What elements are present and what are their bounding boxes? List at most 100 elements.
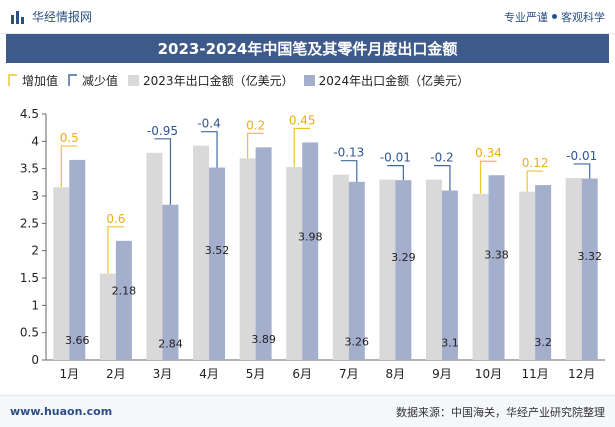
data-label-2024: 3.89 [251,333,276,346]
bar-2023 [332,174,349,360]
decrease-bracket [340,160,358,182]
change-label: -0.4 [197,117,220,131]
legend-2023-label: 2023年出口金额（亿美元） [143,73,294,88]
bar-2024 [115,240,132,360]
change-label: 0.5 [60,131,79,145]
bar-2023 [425,179,442,360]
bar-2023 [193,145,210,360]
bar-2023 [99,273,116,360]
x-tick-label: 4月 [199,367,219,381]
x-tick-label: 1月 [59,367,79,381]
increase-bracket [479,160,497,194]
data-label-2024: 3.98 [298,230,323,243]
data-label-2024: 3.29 [391,251,416,264]
legend-2024-swatch [303,74,315,86]
increase-bracket [107,226,124,274]
slogan: 专业严谨 客观科学 [504,9,605,25]
legend-2023: 2023年出口金额（亿美元） [128,72,294,89]
legend-2024-label: 2024年出口金额（亿美元） [318,73,470,88]
slogan-right: 客观科学 [561,10,605,24]
bar-2023 [53,187,70,360]
change-label: 0.6 [106,212,125,226]
top-bar: 华经情报网 专业严谨 客观科学 [0,0,615,34]
data-label-2024: 3.1 [441,336,459,349]
slogan-left: 专业严谨 [504,10,548,24]
decrease-bracket [433,164,451,191]
brand[interactable]: 华经情报网 [10,8,92,25]
x-tick-label: 6月 [292,367,312,381]
footer-source: 数据来源：中国海关，华经产业研究院整理 [396,405,605,419]
change-label: -0.01 [566,149,597,163]
bar-2024 [162,204,179,360]
legend-decrease: 减少值 [68,72,118,89]
bar-2024 [581,178,598,360]
legend-increase: 增加值 [8,72,58,89]
increase-bracket [60,145,78,188]
x-tick-label: 10月 [475,367,502,381]
legend-2023-swatch [128,74,140,86]
decrease-bracket [573,163,591,179]
bar-2024 [395,180,412,360]
decrease-bracket-icon [68,74,78,86]
change-label: -0.2 [430,151,453,165]
bar-2024 [348,181,365,360]
change-label: -0.95 [147,124,178,138]
change-label: 0.12 [522,156,549,170]
y-tick-label: 3 [31,189,39,203]
y-tick-label: 0 [31,353,39,367]
data-label-2024: 2.84 [158,338,183,351]
x-tick-label: 5月 [246,367,266,381]
legend-2024: 2024年出口金额（亿美元） [303,72,470,89]
x-tick-label: 9月 [432,367,452,381]
x-tick-label: 3月 [153,367,173,381]
dot-icon [552,14,557,19]
change-label: -0.13 [333,146,364,160]
data-label-2024: 3.2 [534,336,552,349]
bar-2024 [69,159,86,360]
change-label: -0.01 [380,151,411,165]
bar-2023 [472,193,489,360]
x-tick-label: 2月 [106,367,126,381]
decrease-bracket [154,138,172,205]
bar-2023 [379,179,396,360]
y-tick-label: 0.5 [20,326,39,340]
footer: www.huaon.com 数据来源：中国海关，华经产业研究院整理 [0,395,615,427]
bar-2023 [519,191,536,360]
decrease-bracket [387,164,404,181]
chart-legend: 增加值 减少值 2023年出口金额（亿美元） 2024年出口金额（亿美元） [8,68,479,92]
chart-title: 2023-2024年中国笔及其零件月度出口金额 [6,34,609,63]
bar-2023 [286,167,303,360]
data-label-2024: 3.32 [577,250,602,263]
bar-2023 [239,158,256,360]
x-tick-label: 11月 [521,367,548,381]
y-tick-label: 1 [31,298,39,312]
brand-name: 华经情报网 [32,10,93,24]
bar-2024 [441,190,458,360]
x-tick-label: 12月 [568,367,595,381]
change-label: 0.45 [289,113,316,127]
y-tick-label: 4 [31,134,39,148]
increase-bracket [526,170,544,192]
y-tick-label: 1.5 [20,271,39,285]
bar-chart: 0 0.5 1 1.5 2 2.5 3 3.5 4 4.5 0.5 3.66 1月 0.6 2.18 2月 -0… [20,107,605,381]
bar-2024 [255,147,272,360]
change-label: 0.2 [246,118,265,132]
data-label-2024: 3.66 [65,334,90,347]
footer-url[interactable]: www.huaon.com [10,405,113,418]
x-tick-label: 8月 [386,367,406,381]
y-tick-label: 2 [31,244,39,258]
data-label-2024: 3.38 [484,248,509,261]
y-tick-label: 3.5 [20,162,39,176]
bar-2024 [209,167,226,360]
data-label-2024: 2.18 [112,284,137,297]
bar-logo-icon [11,10,24,24]
bar-2023 [146,152,163,360]
y-tick-label: 2.5 [20,216,39,230]
decrease-bracket [201,131,218,168]
increase-bracket [293,127,311,168]
data-label-2024: 3.26 [345,336,370,349]
legend-decrease-label: 减少值 [82,73,119,88]
change-label: 0.34 [475,146,502,160]
legend-increase-label: 增加值 [22,73,59,88]
